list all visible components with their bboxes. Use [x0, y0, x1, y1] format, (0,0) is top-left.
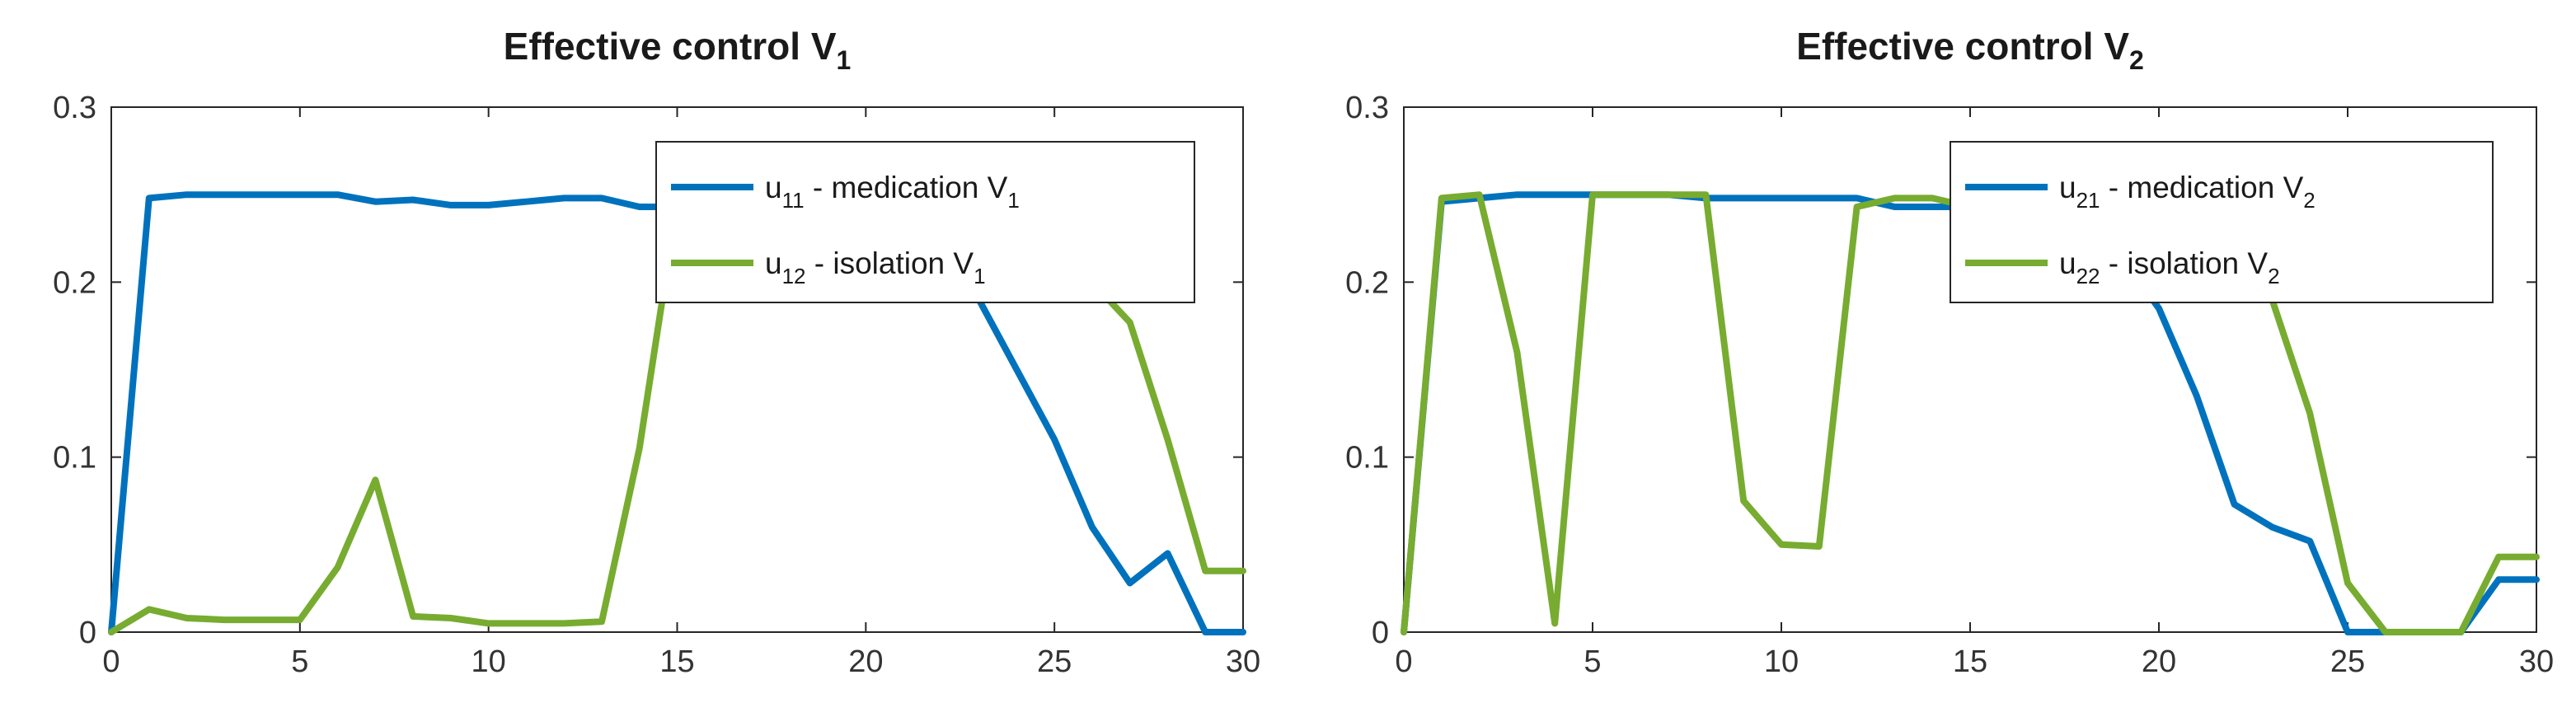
legend-label-2: u22 - isolation V2 — [2059, 246, 2280, 288]
legend-text: - isolation V — [806, 246, 974, 280]
legend-text: u — [2059, 246, 2076, 280]
chart-title-text: Effective control V — [504, 25, 837, 68]
legend-subscript: 2 — [2268, 264, 2279, 288]
legend-label-1: u21 - medication V2 — [2059, 171, 2316, 213]
legend-box — [1950, 141, 2494, 303]
legend-box — [655, 141, 1195, 303]
chart-panel-1: Effective control V10 5 10 15 20 25 3000.10.20… — [53, 25, 1260, 679]
x-tick-label: 5 — [1584, 644, 1601, 679]
legend-label-1: u11 - medication V1 — [765, 171, 1020, 213]
chart-title-1: Effective control V1 — [504, 25, 852, 75]
legend-text: u — [765, 246, 782, 280]
x-tick-label: 30 — [1226, 644, 1260, 679]
legend-text: - medication V — [2100, 171, 2304, 204]
y-tick-label: 0.2 — [53, 265, 96, 300]
y-tick-label: 0.3 — [1345, 91, 1389, 125]
x-tick-label: 10 — [1764, 644, 1799, 679]
x-tick-label: 10 — [472, 644, 506, 679]
x-tick-label: 25 — [1037, 644, 1072, 679]
y-tick-label: 0 — [79, 616, 96, 650]
y-tick-label: 0.2 — [1345, 265, 1389, 300]
legend-subscript: 11 — [782, 188, 805, 213]
x-tick-label: 5 — [291, 644, 308, 679]
x-tick-label: 25 — [2330, 644, 2365, 679]
legend-text: - medication V — [805, 171, 1008, 204]
legend-text: u — [2059, 171, 2076, 204]
legend-label-2: u12 - isolation V1 — [765, 246, 986, 288]
legend-subscript: 21 — [2076, 188, 2100, 213]
legend-subscript: 12 — [782, 264, 806, 288]
y-tick-label: 0.3 — [53, 91, 96, 125]
legend-subscript: 22 — [2076, 264, 2100, 288]
legend-text: - isolation V — [2100, 246, 2269, 280]
x-tick-label: 15 — [659, 644, 694, 679]
chart-title-subscript: 1 — [837, 45, 852, 75]
legend-subscript: 1 — [974, 264, 985, 288]
x-tick-label: 0 — [1395, 644, 1412, 679]
x-tick-label: 30 — [2519, 644, 2554, 679]
chart-panel-2: Effective control V20 5 10 15 20 25 3000.10.20… — [1345, 25, 2554, 679]
x-tick-label: 20 — [2142, 644, 2176, 679]
x-tick-label: 20 — [848, 644, 883, 679]
x-tick-label: 15 — [1953, 644, 1987, 679]
chart-title-text: Effective control V — [1796, 25, 2129, 68]
x-tick-label: 0 — [102, 644, 120, 679]
y-tick-label: 0.1 — [53, 441, 96, 476]
chart-title-2: Effective control V2 — [1796, 25, 2144, 75]
legend-text: u — [765, 171, 782, 204]
legend-subscript: 1 — [1007, 188, 1019, 213]
y-tick-label: 0 — [1372, 616, 1389, 650]
y-tick-label: 0.1 — [1345, 441, 1389, 476]
legend-subscript: 2 — [2303, 188, 2315, 213]
chart-title-subscript: 2 — [2129, 45, 2144, 75]
